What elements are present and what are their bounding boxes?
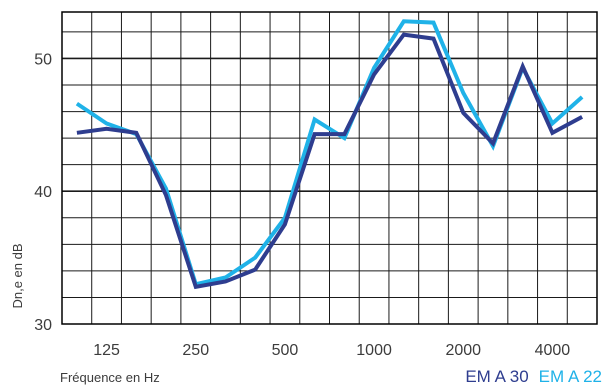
x-tick-labels: 125 250 500 1000 2000 4000 xyxy=(93,342,570,359)
y-tick-label: 50 xyxy=(34,51,52,68)
y-tick-labels: 30 40 50 xyxy=(34,51,52,334)
x-tick-label: 125 xyxy=(93,342,120,359)
legend: EM A 22 EM A 30 xyxy=(465,367,602,386)
series-lines xyxy=(75,19,584,290)
x-axis-label: Fréquence en Hz xyxy=(60,370,160,385)
x-tick-label: 2000 xyxy=(445,342,481,359)
x-tick-label: 500 xyxy=(272,342,299,359)
legend-entry-em-a-22: EM A 22 xyxy=(539,367,602,386)
plot-frame xyxy=(61,11,598,325)
x-tick-label: 4000 xyxy=(535,342,571,359)
legend-entry-em-a-30: EM A 30 xyxy=(465,367,528,386)
major-grid xyxy=(62,57,597,193)
x-tick-label: 1000 xyxy=(356,342,392,359)
y-axis-label: Dn,e en dB xyxy=(10,243,25,308)
minor-grid xyxy=(62,12,597,324)
y-tick-label: 40 xyxy=(34,184,52,201)
x-tick-label: 250 xyxy=(182,342,209,359)
series-line-em-a-30 xyxy=(76,32,584,290)
y-tick-label: 30 xyxy=(34,317,52,334)
